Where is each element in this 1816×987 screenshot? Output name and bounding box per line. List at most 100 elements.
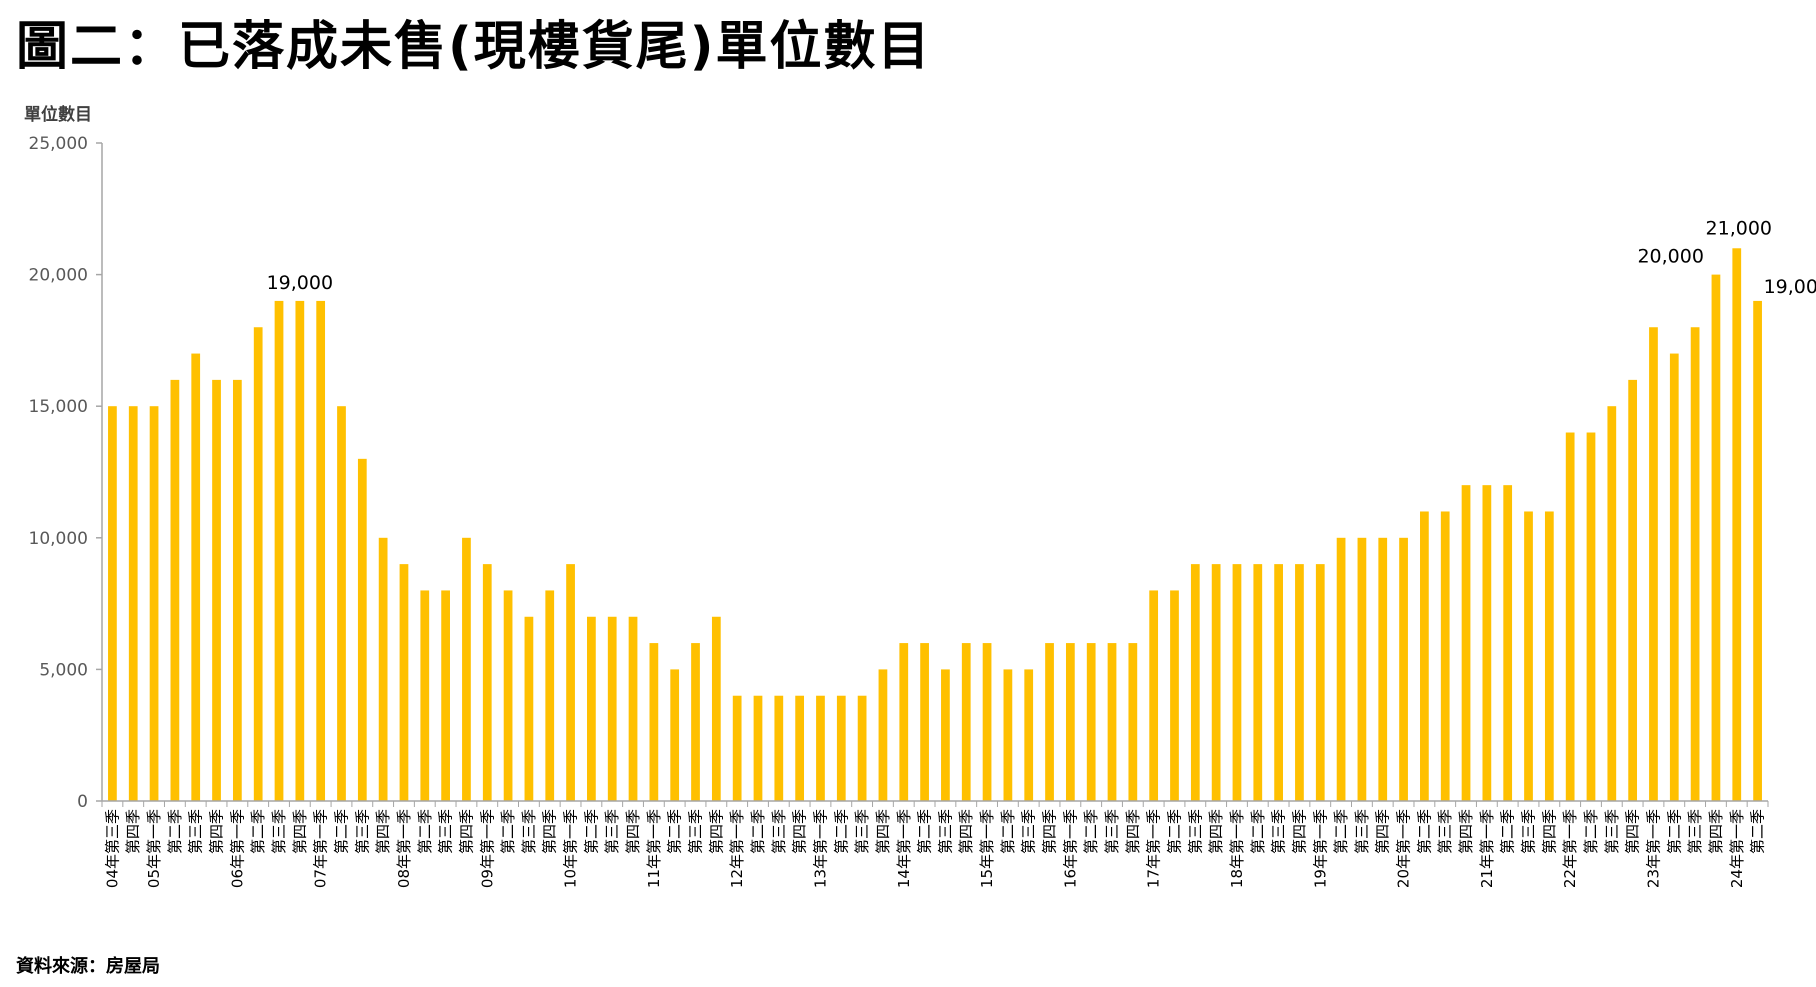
bar — [378, 537, 388, 801]
x-tick-label: 22年第一季 — [1561, 809, 1579, 888]
x-tick-label: 17年第一季 — [1145, 809, 1163, 888]
bar — [1565, 432, 1575, 801]
bar — [899, 643, 909, 801]
data-label: 20,000 — [1637, 246, 1703, 268]
bar — [128, 406, 138, 801]
y-axis-label: 單位數目 — [24, 105, 92, 125]
x-tick-label: 第二季 — [1749, 809, 1767, 854]
x-tick-label: 第二季 — [249, 809, 267, 854]
bar — [1107, 643, 1117, 801]
bar — [878, 669, 888, 801]
x-tick-label: 第三季 — [270, 809, 288, 854]
bar — [274, 300, 284, 801]
bar — [503, 590, 513, 801]
x-tick-label: 第三季 — [353, 809, 371, 854]
bar — [1628, 379, 1638, 801]
bar — [545, 590, 555, 801]
y-tick-label: 15,000 — [29, 397, 88, 417]
bar — [253, 327, 263, 801]
bar — [1211, 564, 1221, 801]
x-tick-label: 09年第一季 — [478, 809, 496, 888]
x-tick-label: 04年第三季 — [103, 809, 121, 888]
x-tick-label: 第二季 — [499, 809, 517, 854]
bar — [1586, 432, 1596, 801]
x-tick-label: 第四季 — [124, 809, 142, 854]
bar — [1753, 300, 1762, 801]
bar — [1149, 590, 1159, 801]
x-tick-label: 第二季 — [1165, 809, 1183, 854]
x-tick-label: 23年第一季 — [1644, 809, 1662, 888]
x-tick-label: 第二季 — [332, 809, 350, 854]
y-tick-label: 5,000 — [39, 660, 88, 680]
bar — [691, 643, 700, 801]
x-tick-label: 第四季 — [208, 809, 226, 854]
x-tick-label: 第四季 — [624, 809, 642, 854]
bar — [1065, 643, 1075, 801]
bar — [836, 695, 846, 801]
bar — [482, 564, 492, 801]
x-tick-label: 第四季 — [1207, 809, 1225, 854]
x-tick-label: 第二季 — [582, 809, 600, 854]
x-tick-label: 第三季 — [1103, 809, 1121, 854]
bar — [212, 379, 221, 801]
x-tick-label: 第三季 — [520, 809, 538, 854]
bar — [1711, 274, 1721, 802]
x-tick-label: 12年第一季 — [728, 809, 746, 888]
bar — [420, 590, 430, 801]
x-tick-label: 第三季 — [1353, 809, 1371, 854]
bar — [961, 643, 971, 801]
bar — [1732, 248, 1742, 801]
bar — [795, 695, 805, 801]
x-tick-label: 14年第一季 — [895, 809, 913, 888]
bar — [524, 616, 534, 801]
bar — [649, 643, 659, 801]
bar — [1232, 564, 1242, 801]
x-tick-label: 第四季 — [541, 809, 559, 854]
x-tick-label: 10年第一季 — [562, 809, 580, 888]
x-tick-label: 第四季 — [1540, 809, 1558, 854]
y-tick-label: 25,000 — [29, 134, 88, 154]
y-tick-label: 10,000 — [29, 529, 88, 549]
x-tick-label: 第二季 — [1332, 809, 1350, 854]
x-tick-label: 第四季 — [874, 809, 892, 854]
data-label: 21,000 — [1706, 217, 1772, 239]
y-tick-label: 0 — [77, 792, 88, 812]
x-tick-label: 16年第一季 — [1061, 809, 1079, 888]
x-tick-label: 第四季 — [1707, 809, 1725, 854]
bar — [1607, 406, 1617, 801]
bar — [1544, 511, 1554, 801]
x-tick-label: 第二季 — [1665, 809, 1683, 854]
data-label: 19,000 — [1764, 276, 1816, 298]
bar — [1669, 353, 1679, 801]
x-tick-label: 第三季 — [1520, 809, 1538, 854]
bar — [1086, 643, 1096, 801]
x-tick-label: 05年第一季 — [145, 809, 163, 888]
bar — [191, 353, 201, 801]
x-tick-label: 第三季 — [853, 809, 871, 854]
bar — [441, 590, 450, 801]
x-tick-label: 第三季 — [603, 809, 621, 854]
bar — [566, 564, 575, 801]
bar — [1128, 643, 1138, 801]
x-tick-label: 第三季 — [936, 809, 954, 854]
bar — [1378, 537, 1388, 801]
x-tick-label: 第三季 — [687, 809, 705, 854]
bar — [1274, 564, 1283, 801]
bar — [920, 643, 929, 801]
bar — [1690, 327, 1700, 801]
bar — [1461, 485, 1471, 801]
bar — [1524, 511, 1533, 801]
x-tick-label: 18年第一季 — [1228, 809, 1246, 888]
bar — [1190, 564, 1200, 801]
bar — [753, 695, 763, 801]
x-tick-label: 第四季 — [1041, 809, 1059, 854]
bar — [1003, 669, 1013, 801]
bar — [607, 616, 617, 801]
x-tick-label: 第三季 — [1436, 809, 1454, 854]
bar — [399, 564, 409, 801]
bar — [587, 616, 596, 801]
bar — [670, 669, 680, 801]
x-tick-label: 第四季 — [1124, 809, 1142, 854]
bar — [1024, 669, 1034, 801]
x-tick-label: 第二季 — [1499, 809, 1517, 854]
